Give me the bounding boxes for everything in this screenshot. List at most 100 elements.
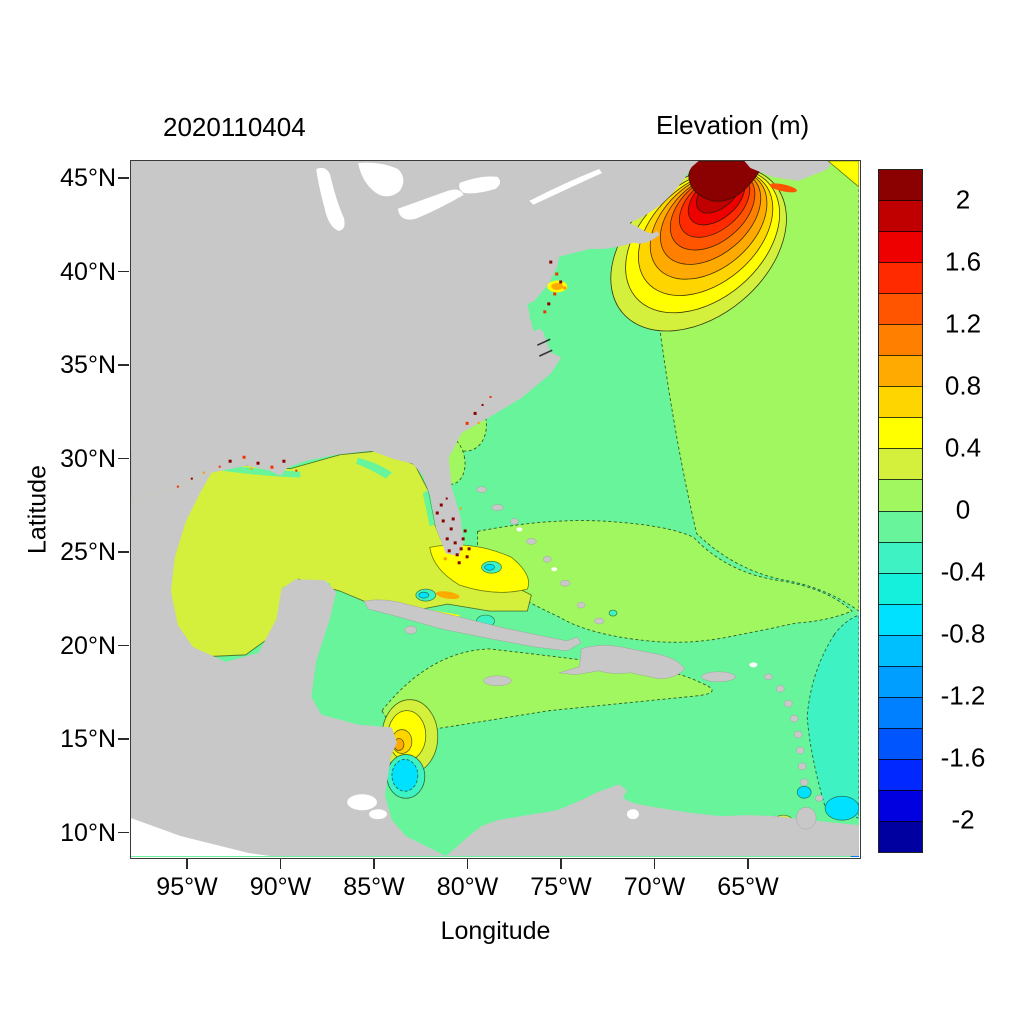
lake-managua: [369, 809, 387, 820]
land-central-america: [131, 472, 446, 857]
plot-title-left: 2020110404: [163, 112, 306, 142]
y-tick-mark: [118, 364, 129, 366]
colorbar-block: [879, 758, 922, 790]
colorbar-block: [879, 665, 922, 697]
colorbar-block: [879, 510, 922, 542]
coastal-wetdry-dots: [176, 260, 567, 565]
y-tick-mark: [118, 644, 129, 647]
land-masses: [131, 161, 859, 857]
chesapeake-bay-strip: [527, 300, 542, 332]
island-cuba: [363, 599, 582, 652]
y-axis-title: Latitude: [23, 465, 52, 554]
colorbar-block: [879, 603, 922, 635]
island-jamaica: [483, 675, 512, 686]
colorbar-tick-label: 1.2: [944, 308, 982, 339]
colorbar-block: [879, 417, 922, 449]
land-nova-scotia: [744, 161, 835, 181]
colorbar-block: [879, 789, 922, 821]
colorbar-block: [879, 293, 922, 325]
x-tick-label: 90°W: [249, 873, 312, 901]
colorbar-block: [879, 170, 922, 201]
island-trinidad: [796, 807, 817, 830]
colorbar-block: [879, 262, 922, 294]
colorbar-tick-label: 0.8: [944, 370, 982, 401]
corner-yellow-patch: [827, 161, 859, 188]
y-tick-label: 20°N: [60, 631, 116, 660]
colorbar-block: [879, 448, 922, 480]
map-canvas: [131, 161, 859, 857]
lake-ontario: [459, 176, 501, 194]
northumberland-orange-sliver: [769, 183, 797, 193]
colorbar-block: [879, 479, 922, 511]
colorbar-tick-label: -0.8: [940, 618, 986, 649]
x-axis-title: Longitude: [440, 917, 551, 945]
x-tick-mark: [186, 859, 188, 869]
colorbar-block: [879, 200, 922, 232]
colorbar-block: [879, 572, 922, 604]
x-tick-mark: [373, 859, 375, 869]
colorbar-tick-label: 0: [955, 494, 971, 525]
colorbar-block: [879, 541, 922, 573]
lake-erie: [397, 189, 464, 220]
x-tick-label: 85°W: [343, 873, 405, 901]
island-hispaniola: [559, 645, 685, 679]
out-of-domain-white: [131, 162, 758, 857]
colorbar-tick-label: 1.6: [944, 246, 982, 277]
y-tick-mark: [118, 270, 129, 273]
lake-nicaragua: [347, 794, 378, 811]
lake-huron: [358, 162, 404, 197]
colorbar-block: [879, 231, 922, 263]
land-south-america: [445, 784, 859, 857]
colorbar-block: [879, 634, 922, 666]
estuary-details: [527, 280, 568, 357]
colorbar-tick-label: 2: [955, 184, 971, 215]
colorbar-tick-label: -1.6: [940, 742, 986, 773]
y-tick-mark: [118, 831, 129, 834]
y-tick-mark: [118, 738, 129, 740]
x-tick-mark: [560, 859, 562, 869]
x-tick-mark: [747, 859, 749, 869]
y-tick-label: 30°N: [60, 444, 116, 473]
st-lawrence-river: [529, 168, 603, 205]
y-tick-mark: [118, 177, 129, 179]
pacific-white-corner: [131, 818, 271, 857]
map-plot-area: [130, 160, 861, 859]
islands: [363, 486, 824, 830]
colorbar-block: [879, 324, 922, 356]
colorbar-block: [879, 696, 922, 728]
y-tick-mark: [118, 457, 129, 460]
colorbar-block: [879, 727, 922, 759]
island-tobago: [814, 795, 824, 802]
colorbar-block: [879, 820, 922, 853]
colorbar-tick-label: -2: [951, 804, 975, 835]
y-tick-label: 15°N: [60, 725, 116, 753]
land-north-america: [131, 161, 699, 557]
x-tick-mark: [466, 859, 469, 869]
colorbar-block: [879, 386, 922, 418]
lake-michigan: [316, 167, 345, 231]
x-tick-label: 80°W: [436, 873, 499, 901]
pamlico-sound-marks: [536, 338, 553, 357]
y-tick-label: 40°N: [60, 257, 116, 286]
x-tick-label: 75°W: [530, 873, 592, 901]
x-tick-label: 70°W: [623, 873, 686, 901]
colorbar-blocks: [878, 169, 923, 853]
colorbar-tick-label: -1.2: [940, 680, 986, 711]
colorbar-tick-label: 0.4: [944, 432, 982, 463]
colorbar-tick-label: -0.4: [940, 556, 986, 587]
y-tick-label: 45°N: [60, 164, 116, 192]
contour-band-neg04: [806, 614, 859, 819]
y-tick-label: 25°N: [60, 538, 116, 566]
cuba-eddies: [415, 560, 618, 628]
x-tick-mark: [279, 859, 282, 869]
island-isle-of-youth: [404, 625, 418, 635]
y-tick-label: 35°N: [60, 351, 116, 379]
x-tick-label: 65°W: [717, 873, 779, 901]
island-puerto-rico: [701, 671, 736, 682]
y-tick-label: 10°N: [60, 818, 116, 847]
x-tick-mark: [653, 859, 656, 869]
colorbar-title: Elevation (m): [656, 110, 810, 140]
lake-maracaibo: [626, 809, 639, 820]
colorbar-block: [879, 355, 922, 387]
